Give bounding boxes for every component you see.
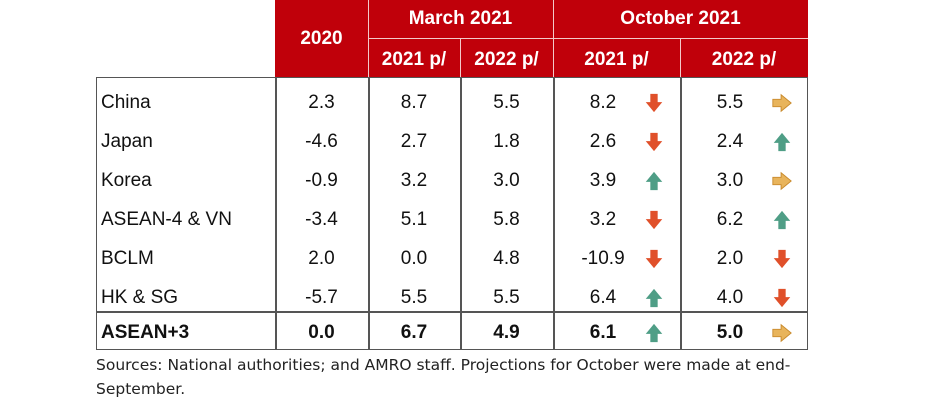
cell-oct2022: 5.0 (716, 321, 744, 343)
cell-mar2022: 5.5 (493, 91, 520, 113)
cell-mar2022: 5.8 (493, 208, 520, 230)
arrow-up-icon (770, 122, 794, 161)
table-frame (96, 77, 808, 350)
column-divider (460, 77, 462, 350)
column-divider (680, 77, 682, 350)
arrow-right-icon (770, 313, 794, 352)
cell-mar2022: 4.8 (493, 247, 520, 269)
total-row-divider (96, 311, 808, 313)
cell-oct2021: 6.1 (589, 321, 617, 343)
arrow-down-icon (642, 122, 666, 161)
cell-y2020: -3.4 (305, 208, 338, 230)
cell-mar2022: 1.8 (493, 130, 520, 152)
cell-oct2022: 4.0 (716, 286, 744, 308)
arrow-down-icon (642, 239, 666, 278)
row-label: Korea (101, 169, 152, 191)
cell-y2020: -5.7 (305, 286, 338, 308)
arrow-down-icon (770, 278, 794, 317)
cell-mar2021: 5.1 (400, 208, 428, 230)
cell-oct2021: 6.4 (589, 286, 617, 308)
table-row: Korea -0.9 3.2 3.0 3.9 3.0 (96, 161, 808, 200)
cell-oct2021: -10.9 (581, 247, 625, 269)
arrow-down-icon (770, 239, 794, 278)
table-row: China 2.3 8.7 5.5 8.2 5.5 (96, 83, 808, 122)
cell-oct2021: 3.9 (589, 169, 617, 191)
column-divider (368, 77, 370, 350)
cell-mar2021: 3.2 (400, 169, 428, 191)
column-divider (553, 77, 555, 350)
cell-mar2022: 3.0 (493, 169, 520, 191)
cell-oct2022: 6.2 (716, 208, 744, 230)
header-2020: 2020 (275, 0, 368, 77)
cell-y2020: -4.6 (305, 130, 338, 152)
cell-mar2021: 2.7 (400, 130, 428, 152)
cell-y2020: 0.0 (308, 321, 335, 343)
cell-y2020: 2.3 (308, 91, 335, 113)
cell-y2020: -0.9 (305, 169, 338, 191)
row-label: BCLM (101, 247, 154, 269)
arrow-right-icon (770, 83, 794, 122)
header-divider (368, 38, 808, 39)
arrow-up-icon (642, 313, 666, 352)
cell-mar2021: 0.0 (400, 247, 428, 269)
cell-mar2022: 5.5 (493, 286, 520, 308)
cell-oct2021: 3.2 (589, 208, 617, 230)
cell-mar2021: 8.7 (400, 91, 428, 113)
cell-y2020: 2.0 (308, 247, 335, 269)
cell-oct2022: 2.4 (716, 130, 744, 152)
cell-oct2022: 5.5 (716, 91, 744, 113)
cell-oct2022: 3.0 (716, 169, 744, 191)
row-label: ASEAN+3 (101, 321, 190, 343)
cell-mar2021: 5.5 (400, 286, 428, 308)
header-divider (460, 38, 461, 77)
table-row: HK & SG -5.7 5.5 5.5 6.4 4.0 (96, 278, 808, 317)
cell-oct2021: 2.6 (589, 130, 617, 152)
header-march-2021: March 2021 (368, 0, 553, 38)
arrow-up-icon (642, 278, 666, 317)
table-row: Japan -4.6 2.7 1.8 2.6 2.4 (96, 122, 808, 161)
arrow-down-icon (642, 83, 666, 122)
header-october-2022p: 2022 p/ (680, 38, 808, 77)
row-label: China (101, 91, 151, 113)
arrow-up-icon (770, 200, 794, 239)
header-march-2022p: 2022 p/ (460, 38, 553, 77)
header-october-2021p: 2021 p/ (553, 38, 680, 77)
row-label: ASEAN-4 & VN (101, 208, 232, 230)
footnote: Sources: National authorities; and AMRO … (96, 356, 791, 398)
header-divider (680, 38, 681, 77)
arrow-right-icon (770, 161, 794, 200)
row-label: Japan (101, 130, 153, 152)
arrow-down-icon (642, 200, 666, 239)
arrow-up-icon (642, 161, 666, 200)
header-march-2021p: 2021 p/ (368, 38, 460, 77)
table-row: BCLM 2.0 0.0 4.8 -10.9 2.0 (96, 239, 808, 278)
cell-oct2021: 8.2 (589, 91, 617, 113)
table-row-total: ASEAN+3 0.0 6.7 4.9 6.1 5.0 (96, 313, 808, 352)
row-label: HK & SG (101, 286, 179, 308)
column-divider (275, 77, 277, 350)
header-october-2021: October 2021 (553, 0, 808, 38)
cell-oct2022: 2.0 (716, 247, 744, 269)
cell-mar2022: 4.9 (493, 321, 520, 343)
table-row: ASEAN-4 & VN -3.4 5.1 5.8 3.2 6.2 (96, 200, 808, 239)
cell-mar2021: 6.7 (400, 321, 428, 343)
